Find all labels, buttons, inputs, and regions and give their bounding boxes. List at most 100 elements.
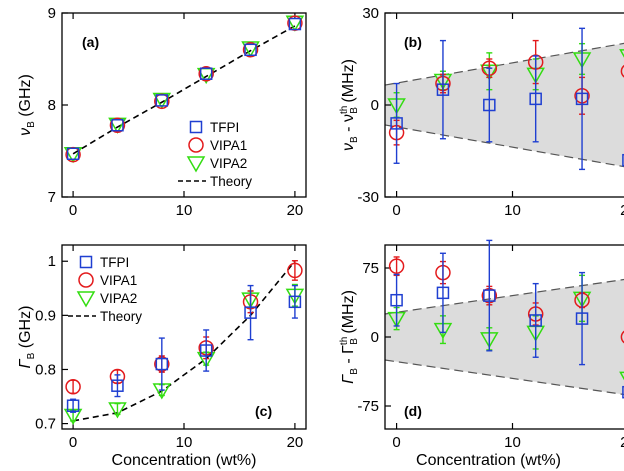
tfpi-marker xyxy=(483,289,496,302)
uncertainty-band xyxy=(385,43,624,167)
tfpi-marker xyxy=(483,98,496,112)
tfpi-marker xyxy=(436,83,450,96)
panel-label: (d) xyxy=(404,403,422,419)
x-axis-label: Concentration (wt%) xyxy=(416,452,561,469)
series-tfpi xyxy=(390,27,624,171)
vipa1-marker xyxy=(78,272,94,288)
x-tick-label: 20 xyxy=(620,434,624,451)
vipa2-marker xyxy=(186,156,206,173)
x-tick-label: 20 xyxy=(620,202,624,219)
vipa1-marker xyxy=(109,117,126,133)
x-tick-label: 0 xyxy=(392,202,400,219)
tfpi-marker xyxy=(288,295,302,309)
vipa1-marker xyxy=(65,379,81,395)
y-axis-label-part: Γ xyxy=(340,374,357,384)
y-axis-label-part: B xyxy=(349,136,360,143)
y-axis-label-part: (MHz) xyxy=(340,290,357,338)
tfpi-marker xyxy=(79,255,93,269)
y-tick-label: 0.8 xyxy=(35,361,56,378)
band-upper-edge xyxy=(384,42,624,86)
y-axis-label-part: (GHz) xyxy=(17,306,34,353)
panel-a: 0 10 20 7 8 9 νB (GHz) (a) TFPI VIPA1 VIPA2 Theory xyxy=(17,5,307,219)
vipa1-marker xyxy=(620,64,624,78)
y-axis-label-part: B xyxy=(349,338,360,345)
y-tick-label: 0.7 xyxy=(35,416,56,433)
tfpi-marker xyxy=(575,312,589,325)
tfpi-marker xyxy=(66,399,80,412)
y-tick-label: -30 xyxy=(357,189,379,206)
vipa1-marker xyxy=(198,65,214,82)
panel-label: (c) xyxy=(255,403,272,419)
y-tick-label: 7 xyxy=(48,189,56,206)
legend-label: VIPA1 xyxy=(100,273,137,288)
axes-frame xyxy=(61,244,307,430)
x-tick-label: 10 xyxy=(176,434,193,451)
x-tick-label: 0 xyxy=(69,202,77,219)
tfpi-marker xyxy=(622,385,624,399)
tfpi-marker xyxy=(244,306,257,319)
vipa1-marker xyxy=(242,42,259,58)
vipa2-marker xyxy=(76,291,96,308)
y-axis-label: νB (GHz) xyxy=(17,74,37,136)
legend-label: Theory xyxy=(100,309,142,324)
series-tfpi xyxy=(390,239,624,399)
tfpi-marker xyxy=(189,120,203,134)
legend-label: Theory xyxy=(210,174,252,189)
uncertainty-band xyxy=(385,279,624,395)
series-vipa1 xyxy=(65,15,303,163)
tfpi-marker xyxy=(199,344,213,357)
y-tick-label: 0 xyxy=(371,329,379,346)
y-axis-label-part: B xyxy=(349,107,360,114)
y-tick-label: 8 xyxy=(48,97,56,114)
panel-label: (a) xyxy=(82,34,99,50)
y-axis-label-part: ν xyxy=(17,128,34,136)
y-axis-label-part: - Γ xyxy=(340,345,357,368)
vipa1-marker xyxy=(620,330,624,344)
y-tick-label: 1 xyxy=(48,253,56,270)
x-tick-label: 0 xyxy=(69,434,77,451)
y-tick-label: 0.9 xyxy=(35,307,56,324)
y-axis-label-part: Γ xyxy=(17,358,34,368)
x-axis-label: Concentration (wt%) xyxy=(112,452,257,469)
tfpi-marker xyxy=(199,67,213,80)
legend-label: TFPI xyxy=(210,120,239,135)
tfpi-marker xyxy=(155,357,169,371)
vipa2-marker xyxy=(108,402,127,419)
vipa2-marker xyxy=(241,41,260,58)
legend-label: VIPA2 xyxy=(100,291,137,306)
legend-label: TFPI xyxy=(100,255,129,270)
y-tick-label: 9 xyxy=(48,5,56,22)
y-axis-label-part: th xyxy=(339,337,350,345)
tfpi-marker xyxy=(390,293,403,307)
y-axis-label-part: B xyxy=(26,121,37,128)
x-tick-label: 10 xyxy=(504,202,521,219)
series-tfpi xyxy=(66,284,302,413)
legend-label: VIPA2 xyxy=(210,156,247,171)
legend: TFPI VIPA1 VIPA2 Theory xyxy=(68,255,142,324)
tfpi-marker xyxy=(529,92,542,106)
tfpi-marker xyxy=(66,147,80,161)
tfpi-marker xyxy=(529,314,542,327)
y-axis-label-part: (MHz) xyxy=(340,59,357,107)
y-tick-label: 0 xyxy=(371,97,379,114)
y-tick-label: 30 xyxy=(362,5,379,22)
theory-curve xyxy=(72,260,296,422)
tfpi-marker xyxy=(244,43,257,57)
x-tick-label: 0 xyxy=(392,434,400,451)
theory-curve xyxy=(72,25,296,155)
y-axis-label: ΓB (GHz) xyxy=(17,306,37,369)
tfpi-marker xyxy=(622,153,624,167)
legend: TFPI VIPA1 VIPA2 Theory xyxy=(178,120,252,189)
y-axis-label-part: th xyxy=(339,106,350,114)
y-axis-label-part: - ν xyxy=(340,114,357,136)
x-tick-label: 10 xyxy=(504,434,521,451)
y-axis-label-part: B xyxy=(26,352,37,359)
series-tfpi xyxy=(66,17,302,161)
y-axis-label-part: B xyxy=(349,368,360,375)
y-axis-label: νB - νthB (MHz) xyxy=(339,59,360,151)
band-lower-edge xyxy=(384,124,624,168)
y-axis-label-part: ν xyxy=(340,143,357,151)
tfpi-marker xyxy=(155,94,169,107)
